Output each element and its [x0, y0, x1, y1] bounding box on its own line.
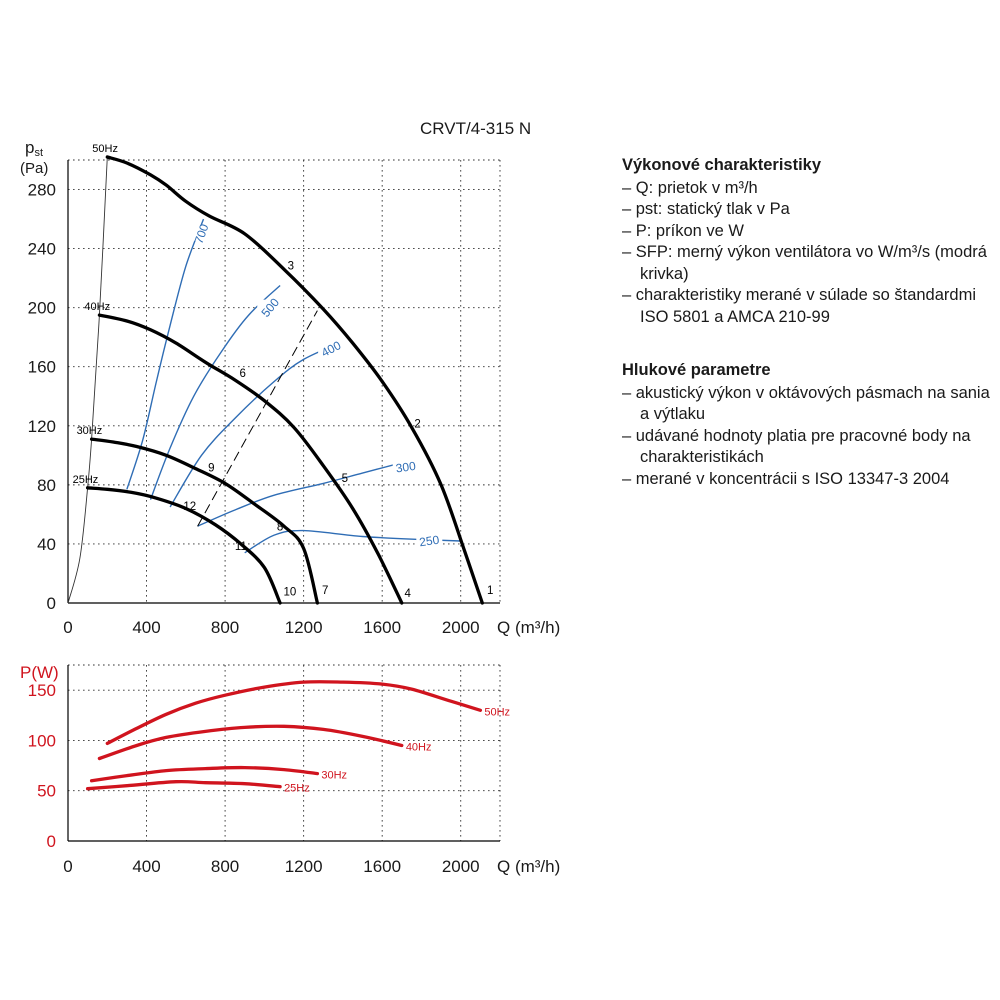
point-label-8: 8: [277, 522, 283, 534]
x-tick-label: 0: [63, 618, 72, 637]
power-x-tick-label: 800: [211, 857, 239, 876]
y-tick-label: 160: [28, 358, 56, 377]
point-label-3: 3: [288, 260, 294, 272]
x-tick-label: 2000: [442, 618, 480, 637]
fan-curve-label-25Hz: 25Hz: [73, 474, 99, 486]
performance-legend: Výkonové charakteristiky – Q: prietok v …: [622, 155, 992, 328]
chart-title: CRVT/4-315 N: [420, 119, 531, 138]
sfp-curve-500: [149, 284, 281, 500]
min-flow-curve: [67, 156, 108, 604]
power-curve-25Hz: [85, 779, 282, 791]
sfp-curve-300: [197, 462, 402, 527]
fan-curve-30Hz: [89, 437, 320, 605]
sfp-label-bg: [318, 341, 345, 357]
x-tick-label: 1600: [363, 618, 401, 637]
noise-legend: Hlukové parametre – akustický výkon v ok…: [622, 360, 992, 490]
x-tick-label: 800: [211, 618, 239, 637]
sfp-label-bg: [188, 225, 215, 241]
fan-performance-chart: CRVT/4-315 N0 400 800 1200 1600 2000040801201…: [20, 119, 560, 876]
system-curve: [197, 310, 318, 527]
x-axis-label: Q (m³/h): [497, 618, 560, 637]
x-tick-label: 400: [132, 618, 160, 637]
power-y-tick-label: 50: [37, 782, 56, 801]
sfp-label-bg: [392, 459, 419, 475]
fan-curve-40Hz: [97, 313, 404, 605]
power-x-tick-label: 0: [63, 857, 72, 876]
y-axis-unit: (Pa): [20, 160, 48, 177]
power-x-tick-label: 2000: [442, 857, 480, 876]
power-curve-label-25Hz: 25Hz: [284, 783, 310, 795]
sfp-label-300: 300: [395, 459, 417, 476]
power-x-axis-label: Q (m³/h): [497, 857, 560, 876]
power-y-tick-label: 100: [28, 731, 56, 750]
fan-curve-label-40Hz: 40Hz: [84, 301, 110, 313]
sfp-curve-700: [126, 218, 205, 490]
performance-item-pressure: – pst: statický tlak v Pa: [622, 200, 790, 218]
y-tick-label: 80: [37, 476, 56, 495]
performance-item-flow: – Q: prietok v m³/h: [622, 178, 758, 197]
fan-curve-label-50Hz: 50Hz: [92, 143, 118, 155]
power-x-tick-label: 1200: [285, 857, 323, 876]
power-y-tick-label: 0: [47, 832, 56, 851]
performance-item-standards: – charakteristiky merané v súlade so šta…: [622, 286, 976, 326]
y-tick-label: 200: [28, 299, 56, 318]
power-curve-label-30Hz: 30Hz: [321, 770, 347, 782]
noise-heading: Hlukové parametre: [622, 361, 771, 379]
y-tick-label: 40: [37, 535, 56, 554]
performance-heading: Výkonové charakteristiky: [622, 156, 822, 174]
fan-curve-25Hz: [85, 486, 282, 605]
sfp-label-bg: [257, 299, 284, 315]
point-label-7: 7: [322, 585, 328, 597]
y-tick-label: 240: [28, 240, 56, 259]
y-tick-label: 0: [47, 594, 56, 613]
noise-item-points: – udávané hodnoty platia pre pracovné bo…: [622, 426, 971, 467]
point-label-9: 9: [208, 463, 214, 475]
noise-item-iso: – merané v koncentrácii s ISO 13347-3 20…: [622, 469, 950, 488]
power-curve-label-50Hz: 50Hz: [484, 706, 510, 718]
point-label-11: 11: [235, 541, 247, 553]
performance-item-power: – P: príkon ve W: [622, 221, 744, 240]
power-curve-50Hz: [105, 680, 483, 746]
fan-curve-50Hz: [105, 155, 484, 605]
y-tick-label: 280: [28, 181, 56, 200]
performance-item-sfp: – SFP: merný výkon ventilátora vo W/m³/s…: [622, 243, 987, 283]
sfp-label-250: 250: [418, 533, 440, 550]
power-x-tick-label: 400: [132, 857, 160, 876]
y-axis-label: pst: [25, 138, 43, 159]
point-label-2: 2: [414, 418, 420, 430]
point-label-5: 5: [342, 473, 348, 485]
point-label-1: 1: [487, 585, 493, 597]
point-label-10: 10: [283, 587, 296, 599]
power-x-tick-label: 1600: [363, 857, 401, 876]
point-label-4: 4: [405, 588, 412, 600]
sfp-label-bg: [416, 532, 443, 548]
fan-curve-label-30Hz: 30Hz: [77, 425, 103, 437]
point-label-12: 12: [183, 501, 196, 513]
power-y-tick-label: 150: [28, 681, 56, 700]
power-curve-40Hz: [97, 724, 404, 761]
sfp-label-700: 700: [192, 222, 212, 246]
y-tick-label: 120: [28, 417, 56, 436]
sfp-curve-400: [169, 340, 344, 508]
power-curve-label-40Hz: 40Hz: [406, 741, 432, 753]
power-y-axis-label: P(W): [20, 663, 59, 682]
point-label-6: 6: [240, 368, 246, 380]
noise-item-octave: – akustický výkon v oktávových pásmach n…: [622, 383, 990, 424]
x-tick-label: 1200: [285, 618, 323, 637]
power-curve-30Hz: [89, 765, 320, 783]
sfp-label-500: 500: [258, 295, 282, 320]
